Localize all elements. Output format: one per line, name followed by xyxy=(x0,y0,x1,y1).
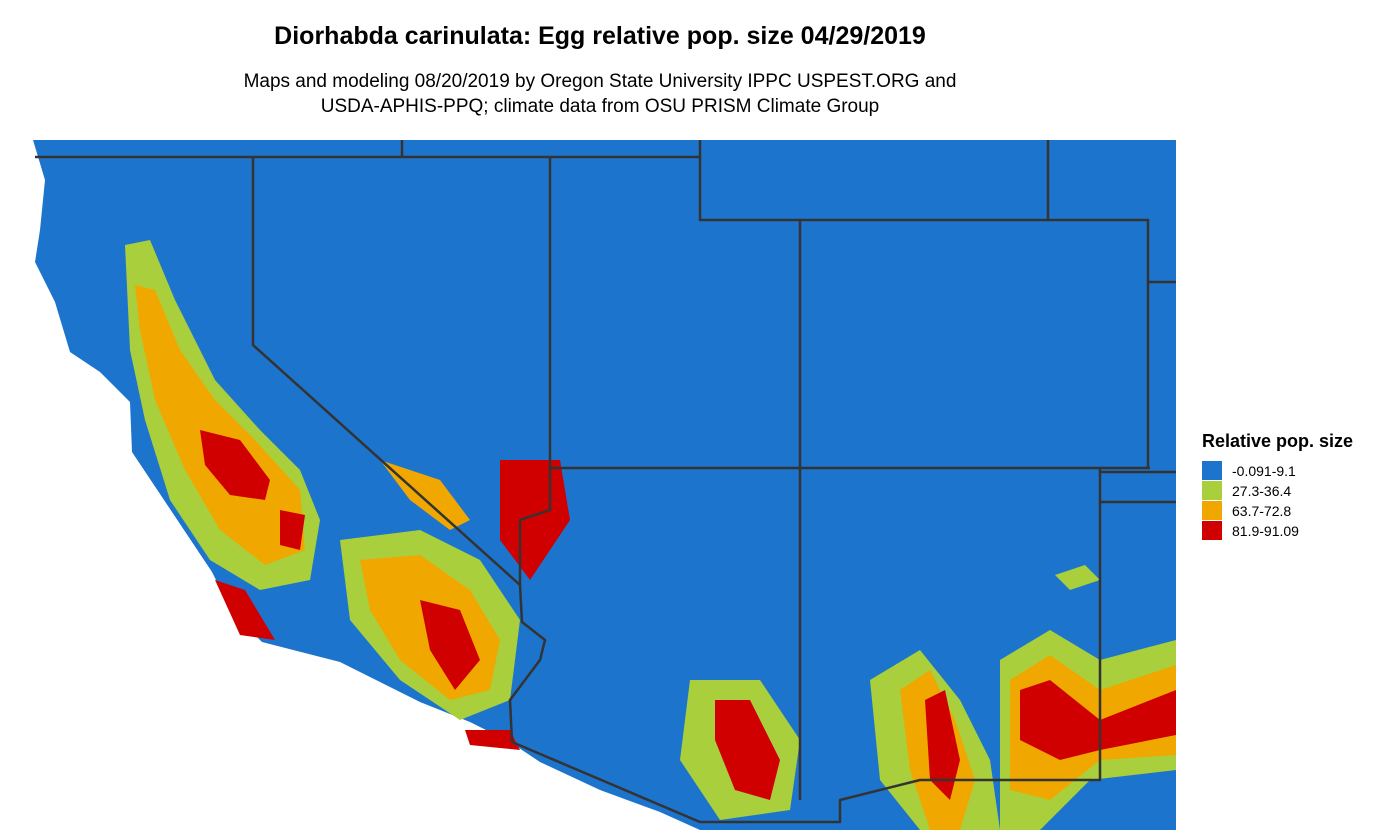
land xyxy=(33,140,1176,830)
legend-label: -0.091-9.1 xyxy=(1232,463,1296,479)
legend-title: Relative pop. size xyxy=(1202,431,1353,451)
zone xyxy=(1055,565,1100,590)
zone xyxy=(280,510,305,550)
zone xyxy=(465,730,520,750)
state-borders xyxy=(35,140,1176,824)
legend-label: 63.7-72.8 xyxy=(1232,503,1291,519)
zones xyxy=(125,240,1176,830)
map xyxy=(33,140,1176,830)
legend: Relative pop. size -0.091-9.1 27.3-36.4 63… xyxy=(1202,431,1353,540)
zone xyxy=(200,430,270,500)
title: Diorhabda carinulata: Egg relative pop. … xyxy=(274,22,926,50)
legend-label: 27.3-36.4 xyxy=(1232,483,1291,499)
legend-swatch xyxy=(1202,521,1222,540)
zone xyxy=(715,700,780,800)
zone xyxy=(925,690,960,800)
legend-swatch xyxy=(1202,481,1222,500)
zone xyxy=(215,580,275,640)
subtitle: USDA-APHIS-PPQ; climate data from OSU PR… xyxy=(321,96,880,117)
zone xyxy=(380,460,470,530)
legend-swatch xyxy=(1202,501,1222,520)
subtitle: Maps and modeling 08/20/2019 by Oregon S… xyxy=(244,71,957,92)
zone xyxy=(500,460,570,580)
legend-swatch xyxy=(1202,461,1222,480)
legend-label: 81.9-91.09 xyxy=(1232,523,1299,539)
zone xyxy=(420,600,480,690)
zone xyxy=(1020,680,1176,760)
